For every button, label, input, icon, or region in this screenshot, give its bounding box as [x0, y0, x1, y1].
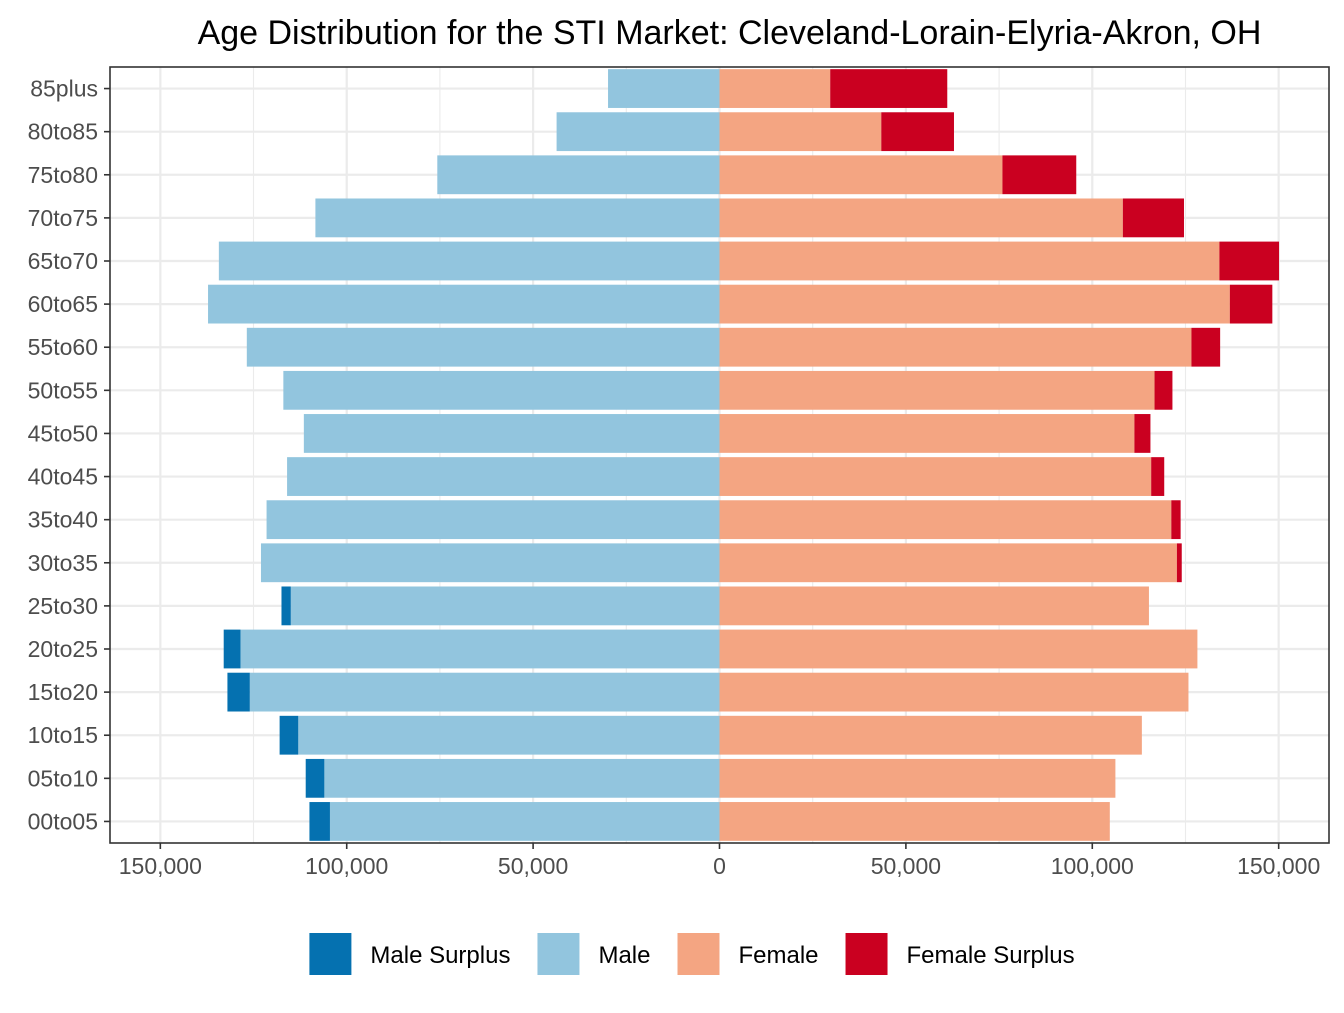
bar-female-surplus-75to80	[1002, 155, 1077, 195]
y-tick-label: 05to10	[28, 765, 98, 791]
bar-female-surplus-45to50	[1134, 414, 1151, 453]
bar-female-25to30	[719, 586, 1149, 626]
x-tick-label: 50,000	[871, 853, 941, 879]
y-tick-label: 80to85	[28, 119, 98, 145]
bar-female-30to35	[719, 543, 1177, 583]
bar-male-70to75	[315, 198, 720, 238]
bar-female-15to20	[719, 672, 1189, 712]
bar-female-surplus-65to70	[1219, 241, 1280, 281]
bar-female-05to10	[719, 758, 1116, 798]
bar-male-05to10	[324, 758, 720, 798]
bar-male-65to70	[218, 241, 720, 281]
bar-male-55to60	[246, 327, 720, 367]
y-axis: 00to05 05to10 10to15 15to20 20to25 25to30 30to…	[28, 76, 110, 834]
bar-female-surplus-85plus	[830, 69, 948, 108]
bar-female-45to50	[719, 414, 1135, 453]
y-tick-label: 70to75	[28, 205, 98, 231]
bar-male-60to65	[208, 284, 720, 324]
legend-swatch	[537, 933, 580, 975]
bar-female-65to70	[719, 241, 1220, 281]
bar-female-surplus-30to35	[1176, 543, 1182, 583]
bar-male-25to30	[290, 586, 720, 626]
y-tick-label: 85plus	[30, 76, 98, 102]
y-tick-label: 40to45	[28, 464, 98, 490]
legend-swatch	[845, 933, 888, 975]
bar-female-surplus-40to45	[1151, 457, 1165, 496]
bar-female-55to60	[719, 327, 1192, 367]
bar-female-surplus-35to40	[1171, 500, 1181, 540]
legend: Male Surplus Male Female Female Surplus	[309, 933, 1075, 975]
y-tick-label: 35to40	[28, 507, 98, 533]
bar-female-60to65	[719, 284, 1230, 324]
y-tick-label: 30to35	[28, 550, 98, 576]
x-tick-label: 150,000	[119, 853, 202, 879]
x-tick-label: 0	[713, 853, 726, 879]
bar-male-75to80	[437, 155, 720, 195]
x-tick-label: 150,000	[1237, 853, 1320, 879]
bar-female-70to75	[719, 198, 1123, 238]
bar-female-surplus-60to65	[1229, 284, 1273, 324]
bar-male-85plus	[608, 69, 720, 108]
bar-female-surplus-80to85	[881, 112, 954, 152]
bar-female-surplus-70to75	[1122, 198, 1184, 238]
y-tick-label: 75to80	[28, 162, 98, 188]
legend-label: Male	[598, 942, 650, 969]
legend-label: Male Surplus	[370, 942, 510, 969]
chart-title: Age Distribution for the STI Market: Cle…	[198, 14, 1262, 52]
bar-male-30to35	[260, 543, 720, 583]
y-tick-label: 20to25	[28, 636, 98, 662]
legend-swatch	[677, 933, 720, 975]
bar-female-surplus-55to60	[1191, 327, 1221, 367]
x-tick-label: 50,000	[498, 853, 568, 879]
bar-male-surplus-00to05	[309, 802, 330, 841]
bar-female-35to40	[719, 500, 1172, 540]
bar-female-00to05	[719, 802, 1110, 841]
bar-male-surplus-25to30	[281, 586, 291, 626]
y-tick-label: 00to05	[28, 808, 98, 834]
x-axis: 150,000 100,000 50,000 0 50,000 100,000 150,00…	[119, 843, 1320, 879]
bar-male-surplus-20to25	[223, 629, 241, 669]
bar-female-surplus-50to55	[1154, 370, 1173, 410]
y-tick-label: 45to50	[28, 420, 98, 446]
legend-swatch	[309, 933, 352, 975]
bar-female-80to85	[719, 112, 882, 152]
bar-male-15to20	[249, 672, 720, 712]
y-tick-label: 10to15	[28, 722, 98, 748]
y-tick-label: 65to70	[28, 248, 98, 274]
bar-female-50to55	[719, 370, 1155, 410]
bar-female-40to45	[719, 457, 1152, 496]
x-tick-label: 100,000	[1051, 853, 1134, 879]
bar-male-20to25	[240, 629, 720, 669]
y-tick-label: 50to55	[28, 377, 98, 403]
bar-female-85plus	[719, 69, 831, 108]
bar-female-20to25	[719, 629, 1198, 669]
bar-male-surplus-10to15	[279, 715, 299, 755]
bar-male-45to50	[303, 414, 720, 453]
bar-female-10to15	[719, 715, 1142, 755]
bar-male-00to05	[329, 802, 720, 841]
bar-layer	[208, 69, 1280, 841]
legend-label: Female Surplus	[907, 942, 1075, 969]
y-tick-label: 25to30	[28, 593, 98, 619]
y-tick-label: 15to20	[28, 679, 98, 705]
y-tick-label: 60to65	[28, 291, 98, 317]
bar-male-surplus-05to10	[305, 758, 325, 798]
x-tick-label: 100,000	[305, 853, 388, 879]
bar-male-10to15	[298, 715, 720, 755]
y-tick-label: 55to60	[28, 334, 98, 360]
bar-female-75to80	[719, 155, 1003, 195]
bar-male-35to40	[266, 500, 720, 540]
bar-male-80to85	[556, 112, 720, 152]
bar-male-40to45	[287, 457, 720, 496]
bar-male-50to55	[283, 370, 720, 410]
bar-male-surplus-15to20	[227, 672, 250, 712]
legend-label: Female	[738, 942, 818, 969]
